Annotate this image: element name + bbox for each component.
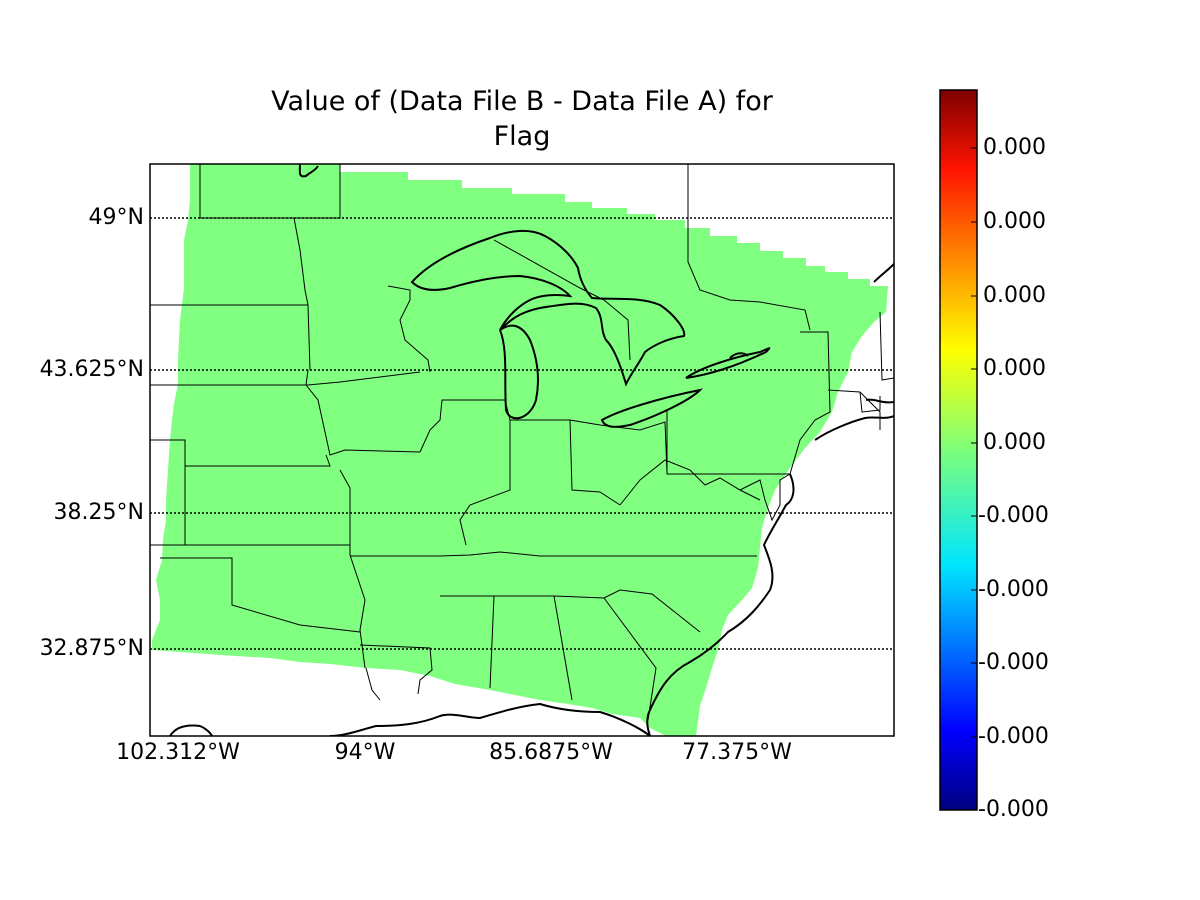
chart-title-line2: Flag bbox=[493, 121, 551, 152]
colorbar-label: -0.000 bbox=[978, 577, 1049, 602]
state-boundaries bbox=[150, 164, 894, 721]
lat-label-38: 38.25°N bbox=[53, 500, 144, 525]
colorbar-ticks bbox=[971, 147, 977, 811]
colorbar bbox=[939, 89, 978, 811]
gridlines bbox=[150, 217, 894, 650]
colorbar-label: -0.000 bbox=[978, 650, 1049, 675]
lon-label-102: 102.312°W bbox=[116, 740, 240, 765]
lon-label-85: 85.6875°W bbox=[489, 740, 613, 765]
colorbar-label: -0.000 bbox=[978, 724, 1049, 749]
colorbar-label: -0.000 bbox=[978, 797, 1049, 822]
colorbar-label: 0.000 bbox=[983, 135, 1046, 160]
lon-label-94: 94°W bbox=[334, 740, 396, 765]
colorbar-gradient bbox=[939, 89, 978, 811]
colorbar-label: -0.000 bbox=[978, 503, 1049, 528]
data-field bbox=[152, 164, 888, 736]
colorbar-label: 0.000 bbox=[983, 283, 1046, 308]
map-frame bbox=[149, 163, 895, 737]
lat-label-32: 32.875°N bbox=[39, 636, 144, 661]
lat-label-49: 49°N bbox=[88, 205, 144, 230]
coastlines bbox=[169, 164, 894, 736]
colorbar-label: 0.000 bbox=[983, 209, 1046, 234]
colorbar-label: 0.000 bbox=[983, 356, 1046, 381]
chart-title-line1: Value of (Data File B - Data File A) for bbox=[271, 86, 773, 117]
lon-label-77: 77.375°W bbox=[682, 740, 792, 765]
map-panel bbox=[150, 164, 894, 736]
lat-label-43: 43.625°N bbox=[39, 357, 144, 382]
colorbar-label: 0.000 bbox=[983, 430, 1046, 455]
